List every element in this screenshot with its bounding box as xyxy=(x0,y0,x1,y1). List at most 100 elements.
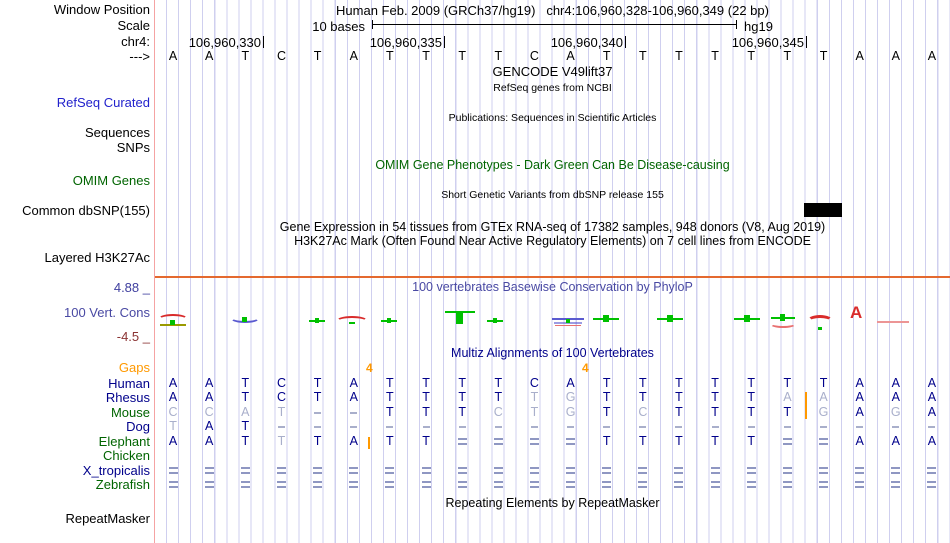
alignment-gap-double-line xyxy=(638,467,648,474)
align-cell xyxy=(516,435,552,448)
align-cell: T xyxy=(408,377,444,390)
alignment-dash xyxy=(747,425,755,428)
track-repeatmasker[interactable]: RepeatMasker xyxy=(65,511,150,526)
track-layered-h3k27ac[interactable]: Layered H3K27Ac xyxy=(44,250,150,265)
row-chicken[interactable]: Chicken xyxy=(103,448,150,463)
alignment-gap-double-line xyxy=(746,481,756,488)
dbsnp-variant-box[interactable] xyxy=(804,203,842,217)
ruler-coordinate: 106,960,345 xyxy=(731,35,804,50)
align-cell xyxy=(625,420,661,433)
align-cell xyxy=(553,464,589,477)
alignment-letter: C xyxy=(204,405,214,419)
row-rhesus[interactable]: Rhesus xyxy=(105,390,150,405)
conservation-mark xyxy=(555,325,581,326)
sequence-base: T xyxy=(589,50,625,63)
window-position-label: Window Position xyxy=(53,2,150,17)
row-mouse[interactable]: Mouse xyxy=(110,405,150,420)
row-human[interactable]: Human xyxy=(108,376,150,391)
alignment-dash xyxy=(494,425,502,428)
alignment-dash xyxy=(603,425,611,428)
base-letter: T xyxy=(819,49,828,63)
conservation-mark xyxy=(170,320,175,325)
track-sequences[interactable]: Sequences xyxy=(84,125,150,140)
align-cell: A xyxy=(878,435,914,448)
track-refseq-curated[interactable]: RefSeq Curated xyxy=(56,95,150,110)
alignment-letter: C xyxy=(493,405,503,419)
conservation-mark xyxy=(230,313,260,323)
align-cell: T xyxy=(733,377,769,390)
title-omim: OMIM Gene Phenotypes - Dark Green Can Be… xyxy=(375,158,730,172)
align-cell: A xyxy=(191,391,227,404)
alignment-letter: A xyxy=(783,390,792,404)
align-cell xyxy=(769,464,805,477)
align-cell: A xyxy=(155,435,191,448)
alignment-letter: T xyxy=(494,376,503,390)
alignment-gap-double-line xyxy=(240,467,250,474)
align-cell: T xyxy=(372,435,408,448)
alignment-dash xyxy=(675,425,683,428)
sequence-base: A xyxy=(878,50,914,63)
alignment-gap-double-line xyxy=(638,481,648,488)
align-cell: T xyxy=(516,406,552,419)
align-cell: C xyxy=(155,406,191,419)
conservation-mark xyxy=(818,327,822,330)
base-letter: C xyxy=(276,49,286,63)
track-snps[interactable]: SNPs xyxy=(116,140,150,155)
cons-max-value: 4.88 _ xyxy=(113,280,150,295)
align-cell: T xyxy=(589,406,625,419)
row-x-tropicalis[interactable]: X_tropicalis xyxy=(82,463,150,478)
row-zebrafish[interactable]: Zebrafish xyxy=(95,477,150,492)
align-cell xyxy=(589,420,625,433)
align-cell: A xyxy=(842,406,878,419)
base-letter: T xyxy=(241,49,250,63)
row-dog[interactable]: Dog xyxy=(126,419,150,434)
track-omim-genes[interactable]: OMIM Genes xyxy=(72,173,150,188)
alignment-gap-double-line xyxy=(276,467,286,474)
conservation-mark xyxy=(160,324,186,326)
ruler-coordinate: 106,960,340 xyxy=(550,35,623,50)
align-cell: A xyxy=(191,420,227,433)
alignment-letter: A xyxy=(927,390,937,404)
align-cell xyxy=(372,420,408,433)
align-cell xyxy=(914,464,950,477)
align-cell xyxy=(842,420,878,433)
align-cell xyxy=(805,478,841,491)
alignment-letter: A xyxy=(168,434,178,448)
track-common-dbsnp[interactable]: Common dbSNP(155) xyxy=(22,203,150,218)
align-cell: T xyxy=(733,406,769,419)
align-cell xyxy=(553,420,589,433)
align-cell: T xyxy=(155,420,191,433)
track-100-vert-cons[interactable]: 100 Vert. Cons xyxy=(64,305,150,320)
align-cell xyxy=(227,464,263,477)
align-cell: A xyxy=(878,391,914,404)
conservation-mark xyxy=(603,315,609,322)
title-gencode: GENCODE V49lift37 xyxy=(492,64,613,79)
sequence-base: T xyxy=(733,50,769,63)
genome-version: hg19 xyxy=(744,19,773,34)
align-cell: C xyxy=(263,377,299,390)
title-dbsnp: Short Genetic Variants from dbSNP releas… xyxy=(441,189,664,201)
base-letter: T xyxy=(313,49,322,63)
alignment-gap-double-line xyxy=(782,467,792,474)
alignment-letter: T xyxy=(747,376,756,390)
alignment-letter: A xyxy=(891,434,900,448)
align-cell: T xyxy=(697,435,733,448)
alignment-letter: T xyxy=(241,376,250,390)
align-cell xyxy=(769,478,805,491)
alignment-gap-double-line xyxy=(493,467,503,474)
alignment-gap-double-line xyxy=(674,467,684,474)
alignment-dash xyxy=(928,425,936,428)
alignment-letter: T xyxy=(313,434,322,448)
align-cell: T xyxy=(733,435,769,448)
align-cell: T xyxy=(769,377,805,390)
row-elephant[interactable]: Elephant xyxy=(98,434,150,449)
align-cell xyxy=(805,464,841,477)
align-cell: C xyxy=(191,406,227,419)
align-cell xyxy=(589,478,625,491)
base-letter: T xyxy=(458,49,466,63)
align-cell: T xyxy=(444,377,480,390)
ruler-coordinate: 106,960,335 xyxy=(369,35,442,50)
alignment-letter: A xyxy=(349,376,358,390)
base-letter: C xyxy=(529,49,539,63)
alignment-letter: T xyxy=(602,405,611,419)
